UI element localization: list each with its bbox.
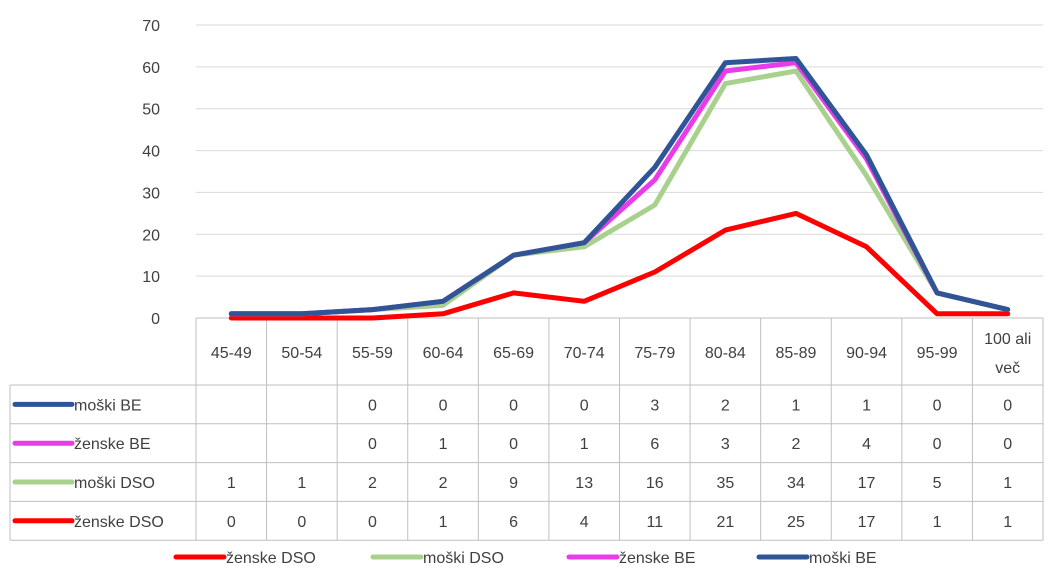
legend-label: ženske DSO (226, 550, 316, 567)
category-label: 85-89 (775, 345, 816, 362)
series-line (228, 56, 1011, 317)
legend: ženske DSO moški DSO ženske BE moški BE (173, 550, 877, 567)
table-cell: 9 (509, 475, 518, 492)
category-label: 45-49 (211, 345, 252, 362)
data-table: 45-49 50-54 55-59 60-64 65-69 70-74 75-79 80-84… (9, 318, 1044, 541)
legend-label: ženske BE (619, 550, 695, 567)
table-cell: 16 (646, 475, 664, 492)
table-cell: 3 (721, 436, 730, 453)
y-axis: 0 10 20 30 40 50 60 70 (142, 18, 160, 328)
table-cell: 1 (1003, 514, 1012, 531)
y-tick-label: 0 (151, 311, 160, 328)
table-cell: 0 (933, 436, 942, 453)
category-label: 60-64 (423, 345, 464, 362)
y-tick-label: 10 (142, 269, 160, 286)
table-cell: 0 (227, 514, 236, 531)
y-tick-label: 30 (142, 185, 160, 202)
table-cell: 1 (862, 397, 871, 414)
y-tick-label: 60 (142, 60, 160, 77)
table-cell: 0 (368, 397, 377, 414)
table-cell: 1 (933, 514, 942, 531)
y-tick-label: 20 (142, 227, 160, 244)
legend-label: moški BE (809, 550, 877, 567)
table-cell: 0 (1003, 397, 1012, 414)
category-label: 70-74 (564, 345, 605, 362)
y-tick-label: 40 (142, 144, 160, 161)
y-tick-label: 70 (142, 18, 160, 35)
table-cell: 1 (439, 436, 448, 453)
table-cell: 5 (933, 475, 942, 492)
table-cell: 21 (716, 514, 734, 531)
table-cell: 1 (792, 397, 801, 414)
table-cell: 0 (1003, 436, 1012, 453)
gridlines (196, 24, 1043, 319)
table-cell: 1 (439, 514, 448, 531)
series-line (228, 210, 1011, 321)
table-cell: 1 (227, 475, 236, 492)
table-cell: 4 (862, 436, 871, 453)
category-label: 65-69 (493, 345, 534, 362)
table-cell: 34 (787, 475, 805, 492)
table-cell: 1 (1003, 475, 1012, 492)
table-cell: 0 (580, 397, 589, 414)
series-lines (228, 56, 1011, 321)
table-cell: 4 (580, 514, 589, 531)
legend-label: moški DSO (423, 550, 504, 567)
table-cell: 0 (509, 397, 518, 414)
category-label: 50-54 (281, 345, 322, 362)
table-cell: 2 (792, 436, 801, 453)
table-cell: 3 (650, 397, 659, 414)
category-label: 55-59 (352, 345, 393, 362)
table-cell: 1 (580, 436, 589, 453)
table-cell: 0 (368, 514, 377, 531)
table-cell: 6 (509, 514, 518, 531)
table-row-label: moški BE (74, 397, 142, 414)
table-cell: 17 (858, 475, 876, 492)
table-cell: 6 (650, 436, 659, 453)
table-cell: 2 (368, 475, 377, 492)
table-cell: 25 (787, 514, 805, 531)
table-row-label: moški DSO (74, 475, 155, 492)
category-label: več (995, 360, 1020, 377)
y-tick-label: 50 (142, 102, 160, 119)
category-label: 95-99 (917, 345, 958, 362)
table-row-label: ženske DSO (74, 514, 164, 531)
table-cell: 11 (646, 514, 663, 531)
table-cell: 13 (575, 475, 593, 492)
category-label: 75-79 (634, 345, 675, 362)
table-cell: 17 (858, 514, 876, 531)
table-cell: 0 (509, 436, 518, 453)
table-cell: 35 (716, 475, 734, 492)
table-cell: 0 (933, 397, 942, 414)
category-label: 90-94 (846, 345, 887, 362)
table-cell: 0 (297, 514, 306, 531)
table-cell: 1 (297, 475, 306, 492)
category-label: 100 ali (984, 331, 1031, 348)
table-cell: 2 (439, 475, 448, 492)
table-cell: 0 (368, 436, 377, 453)
table-row-label: ženske BE (74, 436, 150, 453)
table-cell: 2 (721, 397, 730, 414)
table-cell: 0 (439, 397, 448, 414)
category-label: 80-84 (705, 345, 746, 362)
